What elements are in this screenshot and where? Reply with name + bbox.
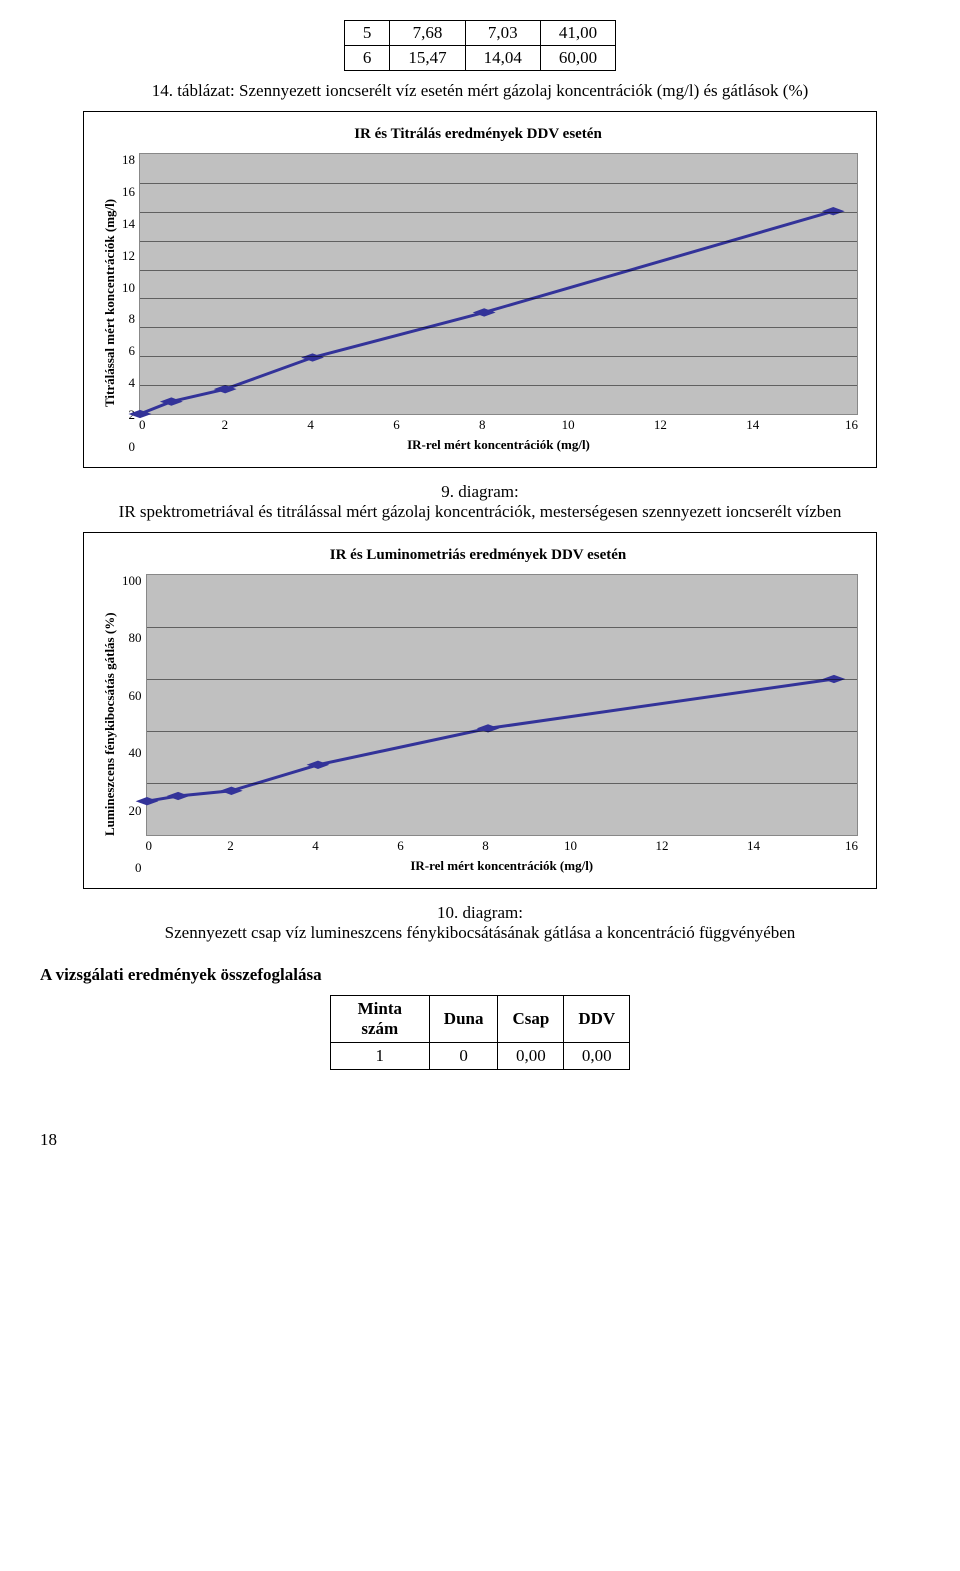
cell: 60,00 <box>540 46 615 71</box>
page-number: 18 <box>40 1130 920 1150</box>
cell: 5 <box>344 21 390 46</box>
chart-1-ylabel: Titrálással mért koncentrációk (mg/l) <box>98 153 122 453</box>
cell: 0 <box>429 1043 498 1070</box>
diagram-caption-9: 9. diagram: IR spektrometriával és titrá… <box>40 482 920 522</box>
chart-2-yticks: 100806040200 <box>122 574 146 874</box>
chart-1-xticks: 0246810121416 <box>139 417 858 433</box>
chart-1-plot <box>139 153 858 415</box>
chart-1-yticks: 181614121086420 <box>122 153 139 453</box>
col-header: DDV <box>564 996 630 1043</box>
chart-1-container: IR és Titrálás eredmények DDV esetén Tit… <box>83 111 877 468</box>
table-caption-14: 14. táblázat: Szennyezett ioncserélt víz… <box>40 81 920 101</box>
chart-2-plot <box>146 574 859 836</box>
chart-2-ylabel: Lumineszcens fénykibocsátás gátlás (%) <box>98 574 122 874</box>
col-header: Minta szám <box>330 996 429 1043</box>
chart-1-xlabel: IR-rel mért koncentrációk (mg/l) <box>139 437 858 453</box>
results-summary-table: Minta szám Duna Csap DDV 1 0 0,00 0,00 <box>330 995 630 1070</box>
results-summary-heading: A vizsgálati eredmények összefoglalása <box>40 965 920 985</box>
chart-2-xlabel: IR-rel mért koncentrációk (mg/l) <box>146 858 859 874</box>
chart-2-title: IR és Luminometriás eredmények DDV eseté… <box>98 547 858 564</box>
cell: 1 <box>330 1043 429 1070</box>
cell: 7,03 <box>465 21 540 46</box>
chart-2-container: IR és Luminometriás eredmények DDV eseté… <box>83 532 877 889</box>
top-data-table: 5 7,68 7,03 41,00 6 15,47 14,04 60,00 <box>344 20 616 71</box>
cell: 0,00 <box>498 1043 564 1070</box>
cell: 6 <box>344 46 390 71</box>
chart-2-xticks: 0246810121416 <box>146 838 859 854</box>
cell: 15,47 <box>390 46 465 71</box>
cell: 41,00 <box>540 21 615 46</box>
cell: 7,68 <box>390 21 465 46</box>
col-header: Csap <box>498 996 564 1043</box>
cell: 14,04 <box>465 46 540 71</box>
chart-1-title: IR és Titrálás eredmények DDV esetén <box>98 126 858 143</box>
cell: 0,00 <box>564 1043 630 1070</box>
diagram-caption-10: 10. diagram: Szennyezett csap víz lumine… <box>40 903 920 943</box>
col-header: Duna <box>429 996 498 1043</box>
